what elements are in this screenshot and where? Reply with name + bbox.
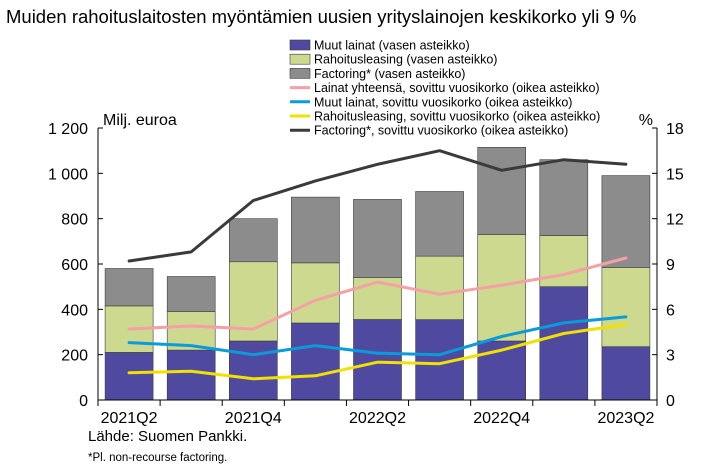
bar-s3-2023Q1 [539, 159, 589, 236]
line-series-2 [127, 315, 628, 357]
y-right-axis-label: % [639, 112, 653, 129]
legend-label-5: Muut lainat, sovittu vuosikorko (oikea a… [314, 95, 572, 109]
y-right-tick-label-3: 3 [666, 348, 675, 365]
line-series-4 [127, 149, 628, 263]
bar-s3-2022Q1 [291, 196, 340, 264]
bar-s1-2023Q2 [601, 346, 651, 401]
chart-title: Muiden rahoituslaitosten myöntämien uusi… [6, 6, 637, 27]
x-tick-label-2022Q4: 2022Q4 [473, 410, 530, 427]
bar-s1-2022Q1 [291, 322, 340, 401]
y-left-tick-label-200: 200 [61, 348, 88, 365]
bar-s3-2022Q3 [415, 191, 464, 257]
y-right-tick-label-6: 6 [666, 302, 675, 319]
y-right-tick-label-18: 18 [666, 121, 684, 138]
line-series-3 [127, 322, 628, 381]
y-left-axis-label: Milj. euroa [103, 112, 177, 129]
bar-s1-2021Q4 [229, 340, 278, 401]
bar-s3-2022Q2 [353, 199, 402, 278]
legend-swatch-2 [289, 53, 311, 65]
bar-s1-2021Q2 [104, 352, 154, 401]
y-left-tick-label-0: 0 [79, 393, 88, 410]
bar-s2-2023Q1 [539, 235, 589, 287]
legend-label-4: Lainat yhteensä, sovittu vuosikorko (oik… [314, 81, 600, 95]
y-right-tick-label-12: 12 [666, 212, 684, 229]
legend-label-2: Rahoitusleasing (vasen asteikko) [314, 53, 497, 67]
y-right-tick-label-0: 0 [666, 393, 675, 410]
source-note: Lähde: Suomen Pankki. [88, 428, 248, 445]
y-left-tick-label-600: 600 [61, 257, 88, 274]
y-left-tick-label-1200: 1 200 [48, 121, 88, 138]
bar-s3-2022Q4 [477, 147, 527, 235]
legend-label-7: Factoring*, sovittu vuosikorko (oikea as… [314, 124, 568, 138]
bar-s3-2023Q2 [601, 175, 651, 268]
footnote: *Pl. non-recourse factoring. [88, 452, 228, 464]
bar-s3-2021Q2 [104, 268, 154, 307]
legend-swatch-1 [289, 39, 311, 51]
bar-s1-2021Q3 [166, 349, 216, 401]
bar-s1-2023Q1 [539, 286, 589, 401]
y-right-tick-label-15: 15 [666, 166, 684, 183]
y-left-tick-label-400: 400 [61, 302, 88, 319]
bar-s1-2022Q2 [353, 319, 402, 401]
legend-label-1: Muut lainat (vasen asteikko) [314, 39, 470, 53]
bar-s2-2022Q1 [291, 262, 340, 324]
legend-label-6: Rahoitusleasing, sovittu vuosikorko (oik… [314, 110, 600, 124]
y-left-tick-label-1000: 1 000 [48, 166, 88, 183]
bar-s2-2023Q2 [601, 267, 651, 347]
x-tick-label-2022Q2: 2022Q2 [349, 410, 406, 427]
bar-s3-2021Q4 [229, 218, 278, 263]
x-tick-label-2023Q2: 2023Q2 [597, 410, 654, 427]
x-tick-label-2021Q2: 2021Q2 [101, 410, 158, 427]
bar-s3-2021Q3 [166, 276, 216, 312]
legend-swatch-3 [289, 68, 311, 79]
bar-s2-2022Q3 [415, 255, 464, 320]
y-left-tick-label-800: 800 [61, 212, 88, 229]
y-right-tick-label-9: 9 [666, 257, 675, 274]
x-tick-label-2021Q4: 2021Q4 [225, 410, 282, 427]
legend-label-3: Factoring* (vasen asteikko) [314, 67, 465, 81]
line-series-1 [127, 256, 628, 331]
